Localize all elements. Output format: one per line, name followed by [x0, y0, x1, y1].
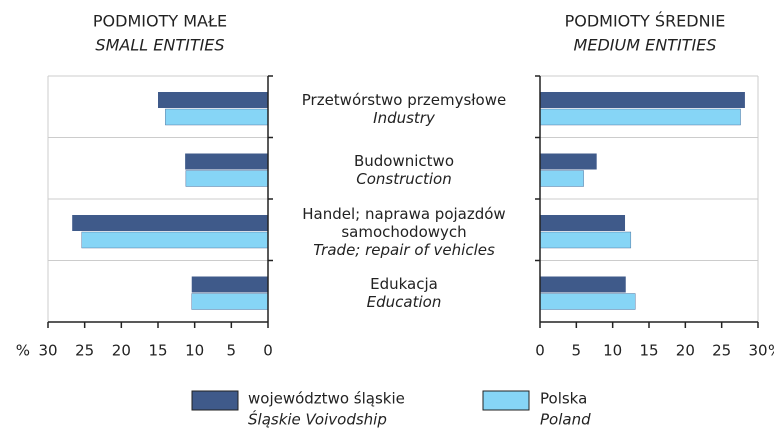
bar [540, 92, 745, 108]
x-tick-label: 15 [148, 342, 167, 360]
x-tick-label: 20 [112, 342, 131, 360]
category-label: Handel; naprawa pojazdów samochodowych Tr… [274, 205, 534, 259]
panel-title: PODMIOTY ŚREDNIE [565, 12, 726, 31]
legend-label-en: Poland [540, 411, 591, 429]
category-name-en: Construction [356, 170, 452, 189]
x-tick-label: 0 [263, 342, 273, 360]
x-tick-label: 30 [38, 342, 57, 360]
category-name: Handel; naprawa pojazdów samochodowych [302, 204, 506, 241]
bar [158, 92, 268, 108]
x-tick-label: 25 [75, 342, 94, 360]
bar [540, 153, 597, 170]
bar [540, 276, 626, 293]
x-tick-label: 5 [227, 342, 237, 360]
legend-swatch [482, 390, 530, 411]
x-tick-label: 10 [603, 342, 622, 360]
bar [191, 276, 268, 293]
legend-label-en: Śląskie Voivodship [248, 410, 387, 429]
category-name: Przetwórstwo przemysłowe [301, 90, 507, 109]
x-tick-label: 20 [676, 342, 695, 360]
bar [72, 215, 268, 231]
legend-label: Polska [540, 390, 587, 408]
x-tick-label: 15 [639, 342, 658, 360]
x-tick-label: 10 [185, 342, 204, 360]
category-name-en: Education [366, 293, 442, 312]
x-tick-label: 25 [712, 342, 731, 360]
bar [185, 153, 268, 170]
panel-subtitle: SMALL ENTITIES [95, 36, 224, 55]
category-name-en: Trade; repair of vehicles [313, 240, 495, 259]
bar [185, 170, 269, 187]
category-label: Budownictwo Construction [274, 152, 534, 188]
x-unit: % [768, 342, 774, 360]
bar [191, 293, 269, 310]
category-label: Edukacja Education [274, 275, 534, 311]
category-name: Edukacja [370, 275, 438, 294]
bar [539, 231, 632, 249]
legend-label: województwo śląskie [248, 390, 405, 408]
bar [81, 231, 269, 249]
bar [539, 170, 584, 187]
category-name: Budownictwo [353, 152, 454, 171]
bar [539, 293, 636, 310]
x-tick-label: 0 [535, 342, 545, 360]
panel-title: PODMIOTY MAŁE [93, 12, 227, 31]
bar [540, 215, 626, 231]
panel-subtitle: MEDIUM ENTITIES [574, 36, 717, 55]
category-name-en: Industry [373, 108, 435, 127]
x-tick-label: 30 [748, 342, 767, 360]
bar [165, 108, 269, 126]
x-unit: % [16, 342, 30, 360]
x-tick-label: 5 [572, 342, 582, 360]
category-label: Przetwórstwo przemysłowe Industry [274, 91, 534, 127]
bar [539, 108, 741, 126]
legend-swatch [191, 390, 239, 411]
